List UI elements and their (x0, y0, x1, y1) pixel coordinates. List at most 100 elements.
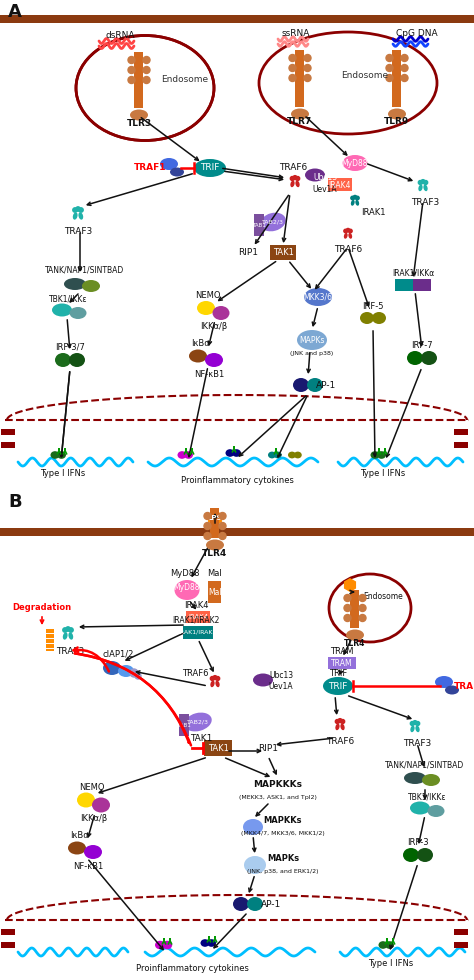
Circle shape (346, 228, 350, 232)
Circle shape (344, 605, 351, 612)
Circle shape (353, 195, 357, 199)
Ellipse shape (64, 278, 86, 290)
Circle shape (204, 522, 211, 529)
Text: IRAK1/IRAK2: IRAK1/IRAK2 (173, 615, 219, 624)
Bar (328, 657, 356, 669)
Ellipse shape (57, 451, 66, 459)
Ellipse shape (82, 280, 100, 292)
Bar (1, 942, 15, 948)
Circle shape (66, 627, 70, 631)
Bar (209, 581, 221, 603)
Text: A: A (8, 3, 22, 21)
Ellipse shape (288, 452, 296, 459)
Ellipse shape (304, 288, 332, 306)
Text: IRF-7: IRF-7 (411, 340, 433, 350)
Ellipse shape (435, 676, 453, 688)
Bar (1, 929, 15, 935)
Polygon shape (208, 510, 222, 526)
Ellipse shape (247, 897, 263, 911)
Ellipse shape (205, 353, 223, 367)
Circle shape (128, 76, 135, 83)
FancyArrowPatch shape (73, 648, 109, 671)
Text: (MKK4/7, MKK3/6, MKK1/2): (MKK4/7, MKK3/6, MKK1/2) (241, 830, 325, 836)
Circle shape (143, 57, 150, 64)
Circle shape (359, 614, 366, 621)
Circle shape (213, 675, 217, 679)
Ellipse shape (170, 168, 184, 176)
Circle shape (356, 196, 359, 200)
Text: TAB2/3: TAB2/3 (187, 719, 209, 724)
Circle shape (76, 207, 80, 212)
Circle shape (401, 55, 408, 62)
Circle shape (69, 628, 73, 632)
Ellipse shape (360, 312, 374, 324)
Text: TAB1: TAB1 (252, 222, 266, 227)
Ellipse shape (69, 353, 85, 367)
Text: TRIF: TRIF (329, 668, 347, 677)
Circle shape (73, 208, 77, 213)
Circle shape (335, 719, 339, 723)
Text: Proinflammatory cytokines: Proinflammatory cytokines (136, 963, 248, 972)
Ellipse shape (407, 351, 423, 365)
Bar (179, 714, 189, 736)
Text: TLR4: TLR4 (202, 549, 228, 558)
Ellipse shape (77, 793, 95, 808)
Bar (295, 50, 304, 107)
Text: Uev1A: Uev1A (269, 681, 293, 691)
Ellipse shape (206, 540, 224, 551)
Text: TRAM: TRAM (330, 647, 354, 656)
Ellipse shape (428, 805, 445, 817)
Ellipse shape (160, 158, 178, 170)
Circle shape (344, 614, 351, 621)
Text: Endosome: Endosome (363, 592, 403, 601)
Ellipse shape (212, 306, 229, 320)
Text: MyD88: MyD88 (174, 582, 200, 592)
Circle shape (344, 595, 351, 602)
Bar (1, 429, 15, 435)
Circle shape (290, 176, 294, 180)
Circle shape (128, 57, 135, 64)
Ellipse shape (421, 351, 437, 365)
Ellipse shape (174, 580, 200, 600)
Bar (183, 625, 213, 639)
Ellipse shape (410, 725, 415, 732)
Text: Mal: Mal (208, 568, 222, 577)
Ellipse shape (52, 304, 72, 317)
Text: dsRNA: dsRNA (105, 31, 135, 40)
Ellipse shape (423, 184, 428, 191)
Bar (454, 942, 468, 948)
Circle shape (416, 721, 419, 725)
Ellipse shape (445, 685, 459, 695)
Ellipse shape (356, 200, 359, 206)
Text: Endosome: Endosome (341, 71, 389, 79)
Text: TRIF: TRIF (328, 681, 348, 691)
Ellipse shape (210, 680, 215, 687)
Ellipse shape (410, 802, 430, 814)
Text: IRF-5: IRF-5 (362, 302, 384, 311)
Bar (350, 590, 359, 628)
Circle shape (204, 513, 211, 519)
Polygon shape (344, 578, 356, 592)
Ellipse shape (197, 301, 215, 315)
Ellipse shape (404, 772, 426, 784)
Ellipse shape (422, 774, 440, 786)
Text: TLR3: TLR3 (127, 119, 152, 127)
Ellipse shape (184, 451, 193, 459)
Text: TAB2/3: TAB2/3 (262, 220, 284, 224)
Text: TAK1: TAK1 (190, 733, 212, 743)
Ellipse shape (291, 180, 295, 187)
Text: TAK1: TAK1 (208, 744, 228, 753)
Ellipse shape (63, 632, 68, 640)
Ellipse shape (70, 307, 86, 319)
Text: NF-κB1: NF-κB1 (73, 861, 103, 870)
Text: (JNK, p38, and ERK1/2): (JNK, p38, and ERK1/2) (247, 868, 319, 873)
Ellipse shape (371, 451, 380, 459)
Circle shape (413, 720, 417, 724)
Text: B: B (8, 493, 22, 511)
Text: TRAF1: TRAF1 (454, 681, 474, 691)
Circle shape (63, 628, 67, 632)
Text: AP-1: AP-1 (261, 900, 281, 908)
Circle shape (386, 65, 393, 72)
Ellipse shape (403, 848, 419, 862)
Ellipse shape (335, 723, 340, 730)
